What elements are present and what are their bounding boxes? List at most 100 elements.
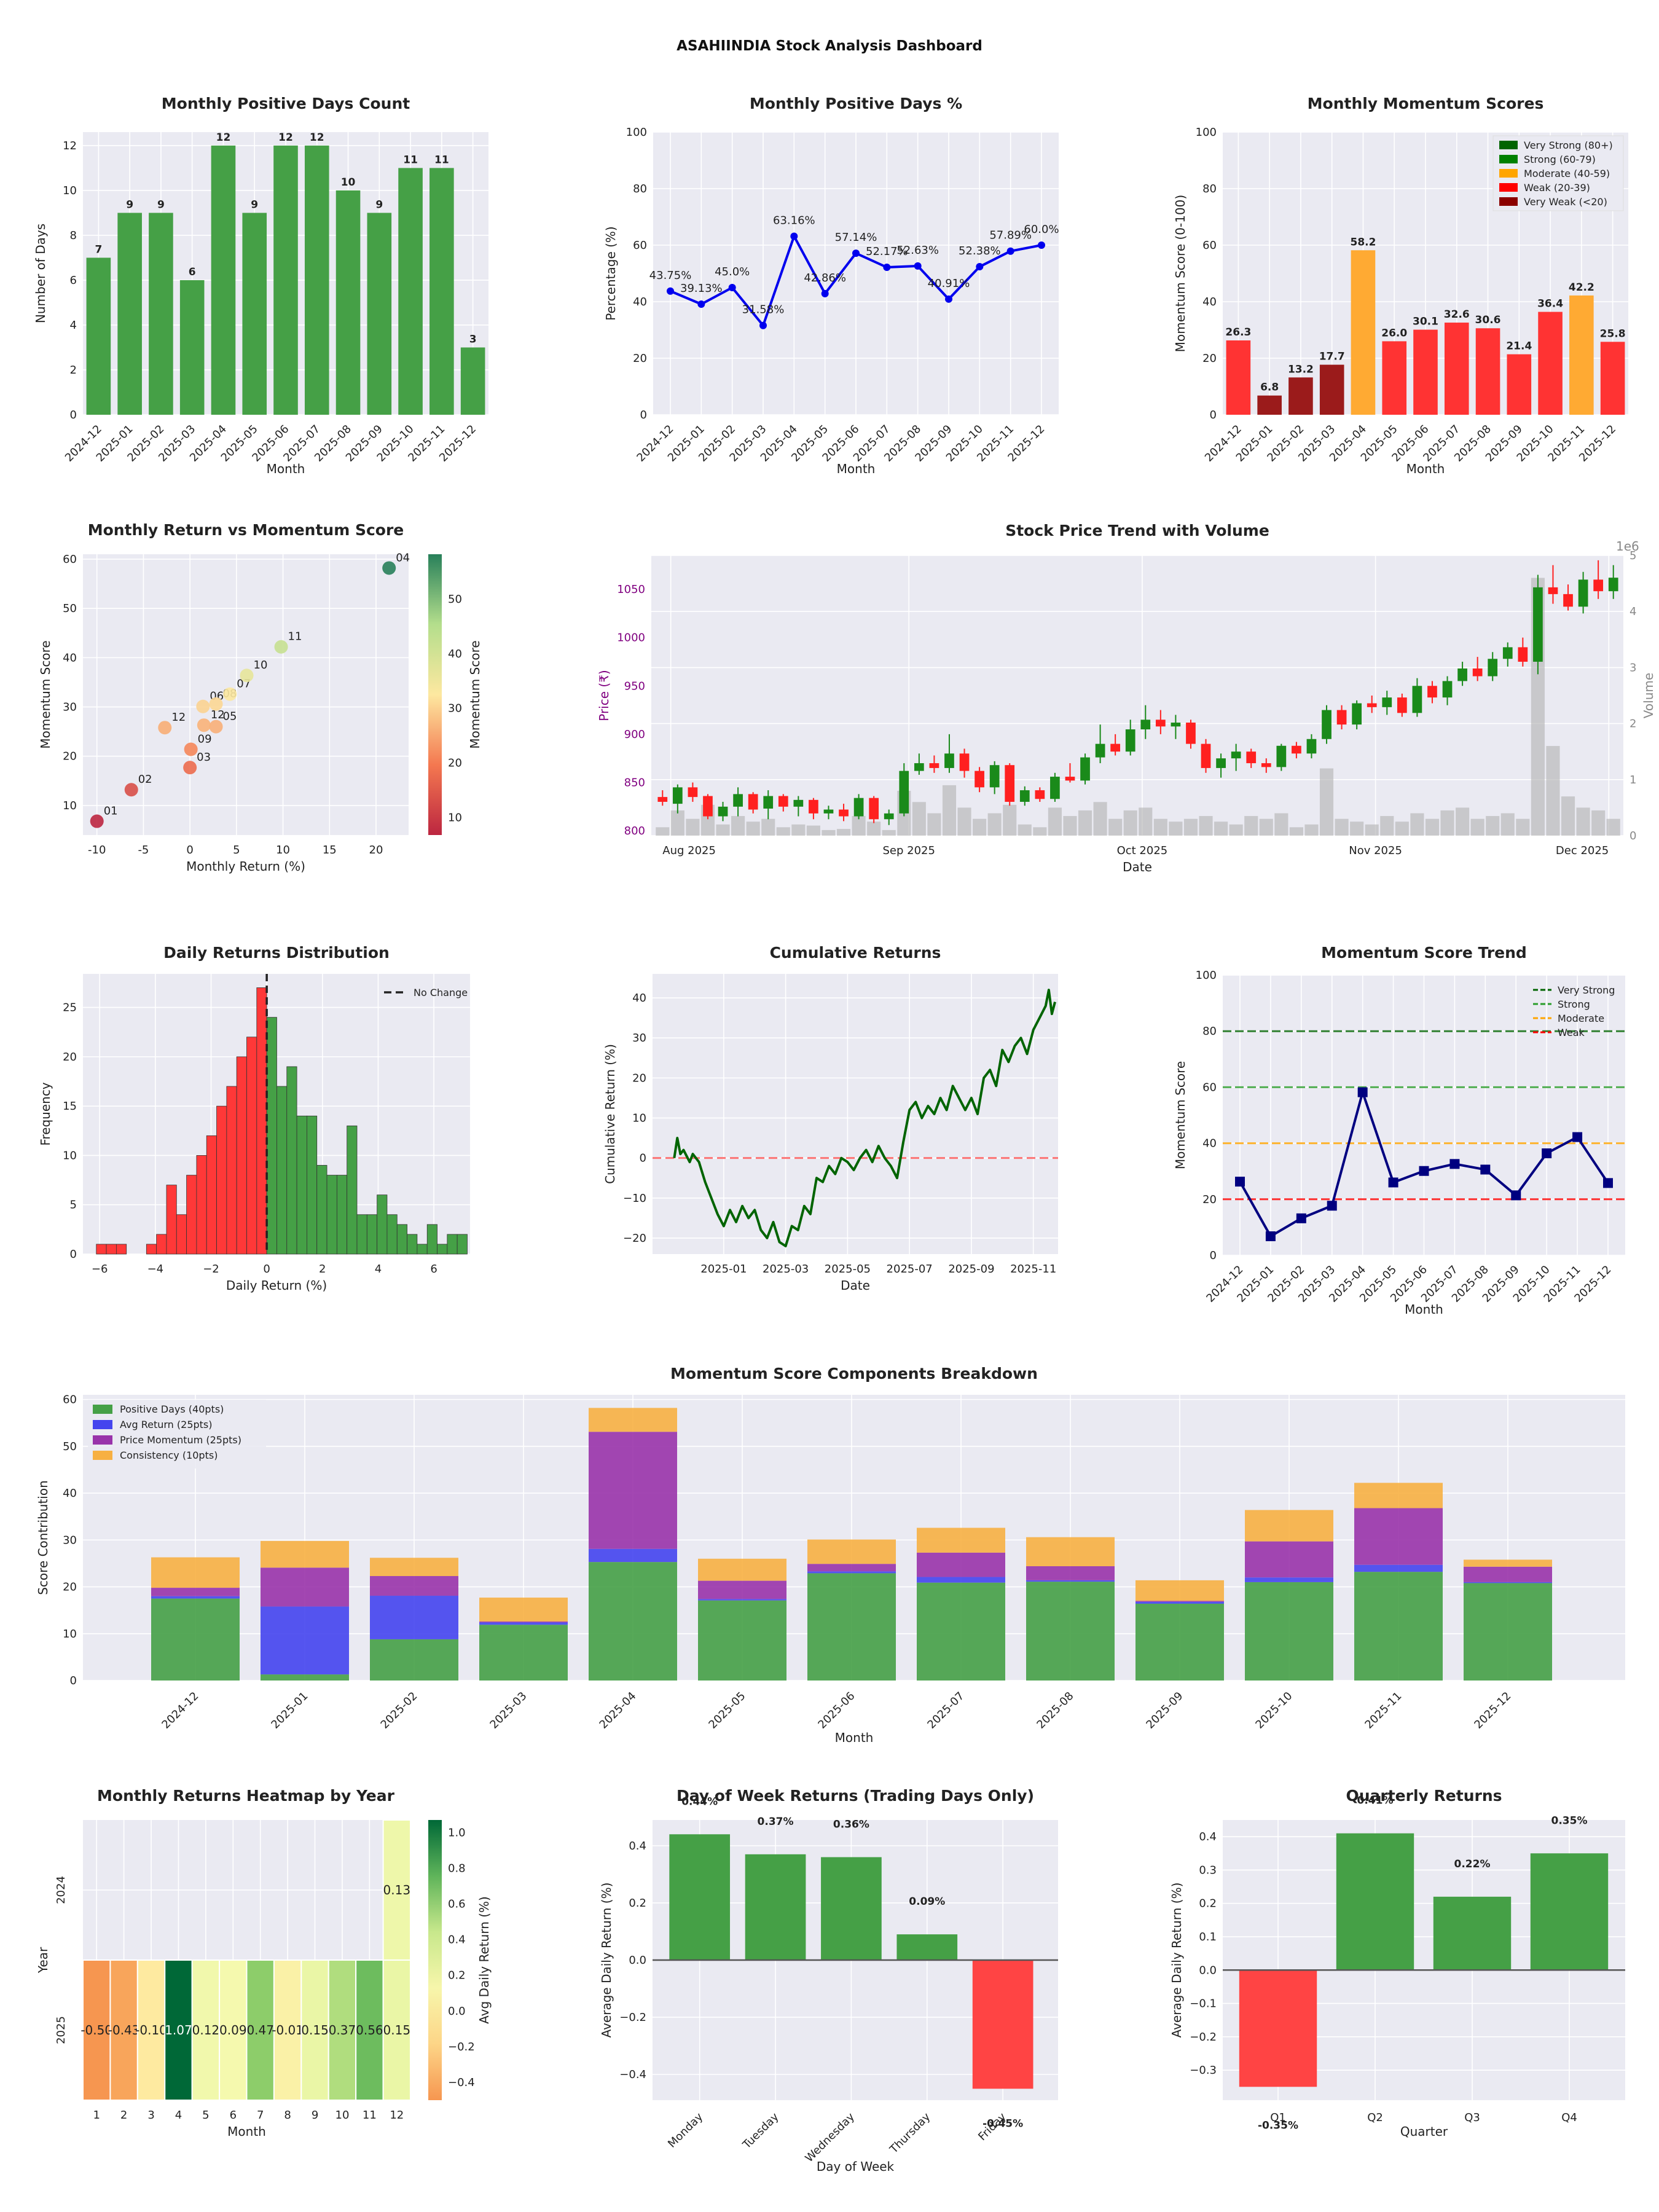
histogram-bar bbox=[206, 1135, 217, 1255]
data-label: 9 bbox=[126, 198, 133, 211]
histogram-bar bbox=[186, 1175, 197, 1255]
bar bbox=[242, 213, 267, 415]
y-tick-label: 5 bbox=[70, 1199, 77, 1212]
volume-bar bbox=[1486, 816, 1500, 836]
histogram-bar bbox=[176, 1214, 187, 1255]
histogram-bar bbox=[116, 1244, 127, 1255]
data-label: 21.4 bbox=[1506, 340, 1532, 353]
bar bbox=[1382, 341, 1407, 415]
candle-body bbox=[1382, 697, 1392, 707]
y2-tick-label: 0 bbox=[1630, 830, 1636, 842]
cell-label: -0.50 bbox=[80, 2023, 112, 2037]
x-tick-label: -5 bbox=[138, 844, 149, 857]
volume-bar bbox=[1516, 818, 1530, 836]
histogram-bar bbox=[437, 1244, 448, 1255]
chart-pos-count: 72024-1292025-0192025-0262025-03122025-0… bbox=[33, 95, 488, 476]
stacked-segment bbox=[261, 1606, 349, 1675]
legend-swatch bbox=[1499, 141, 1518, 149]
x-tick-label: Nov 2025 bbox=[1349, 844, 1402, 857]
volume-bar bbox=[1139, 807, 1153, 836]
colorbar-tick-label: −0.2 bbox=[448, 2041, 475, 2053]
candle-body bbox=[688, 787, 698, 798]
data-label: 0.44% bbox=[681, 1795, 718, 1808]
x-tick-label: 6 bbox=[430, 1263, 437, 1276]
data-point bbox=[821, 289, 829, 297]
x-tick-label: 10 bbox=[276, 844, 290, 857]
volume-bar bbox=[1591, 810, 1606, 836]
heatmap-cell bbox=[382, 1819, 411, 1961]
histogram-bar bbox=[236, 1056, 247, 1255]
scatter-point bbox=[223, 687, 237, 701]
data-label: 42.2 bbox=[1569, 281, 1594, 294]
chart-daily-dist: No Change −6 −4 −2 0 2 4 6 0 5 10 15 20 25 Daily Retur… bbox=[38, 944, 470, 1293]
data-label: 9 bbox=[251, 198, 258, 211]
scatter-point bbox=[274, 640, 288, 654]
volume-bar bbox=[1289, 827, 1303, 836]
legend-label: Weak (20-39) bbox=[1524, 182, 1590, 194]
stacked-segment bbox=[589, 1548, 677, 1563]
volume-bar bbox=[1456, 807, 1470, 836]
y-tick-label: 0.0 bbox=[1199, 1964, 1217, 1977]
bar bbox=[1507, 354, 1532, 415]
data-label: 9 bbox=[157, 198, 165, 211]
point-label: 12 bbox=[211, 708, 225, 721]
volume-bar bbox=[927, 813, 941, 836]
volume-bar bbox=[1500, 813, 1515, 836]
candle-body bbox=[944, 753, 954, 768]
candle-body bbox=[1216, 758, 1226, 768]
x-tick-label: −2 bbox=[203, 1263, 219, 1276]
stacked-segment bbox=[1464, 1582, 1552, 1583]
stacked-segment bbox=[1026, 1580, 1115, 1582]
cell-label: 0.15 bbox=[301, 2023, 329, 2037]
colorbar-tick-label: 1.0 bbox=[448, 1826, 466, 1839]
x-tick-label: 5 bbox=[233, 844, 240, 857]
x-axis-label: Month bbox=[1405, 1302, 1443, 1317]
y-tick-label: 8 bbox=[70, 229, 77, 242]
y-tick-label: 80 bbox=[1202, 182, 1217, 195]
data-marker bbox=[1449, 1159, 1460, 1169]
y-tick-label: 20 bbox=[63, 1581, 77, 1594]
stacked-segment bbox=[1245, 1582, 1333, 1681]
colorbar-label: Avg Daily Return (%) bbox=[477, 1896, 492, 2024]
volume-bar bbox=[1078, 810, 1092, 836]
candle-body bbox=[1276, 745, 1287, 767]
x-tick-label: 2025-07 bbox=[925, 1690, 967, 1732]
y-tick-label: 100 bbox=[1196, 126, 1217, 139]
x-tick-label: 2025-10 bbox=[1253, 1690, 1295, 1732]
scatter-point bbox=[197, 718, 211, 732]
x-tick-label: 2025-11 bbox=[1010, 1263, 1056, 1276]
histogram-bar bbox=[276, 1086, 288, 1255]
candle-body bbox=[839, 809, 849, 817]
x-tick-label: Sep 2025 bbox=[882, 844, 935, 857]
x-tick-label: Wednesday bbox=[802, 2110, 857, 2165]
stacked-segment bbox=[807, 1571, 896, 1574]
cell-label: -0.01 bbox=[272, 2023, 304, 2037]
cell-label: 0.37 bbox=[329, 2023, 356, 2037]
x-tick-label: 2 bbox=[319, 1263, 326, 1276]
heatmap-cell bbox=[191, 1959, 221, 2101]
chart-title: Momentum Score Trend bbox=[1321, 944, 1527, 962]
candle-body bbox=[657, 797, 668, 802]
histogram-bar bbox=[216, 1105, 227, 1255]
candle-body bbox=[1292, 745, 1301, 754]
legend-label: Strong bbox=[1558, 998, 1590, 1010]
candle-body bbox=[1110, 743, 1121, 752]
histogram-bar bbox=[407, 1234, 418, 1255]
candle-body bbox=[989, 765, 1000, 788]
y-tick-label: 20 bbox=[63, 1051, 77, 1064]
x-tick-label: Q1 bbox=[1270, 2111, 1286, 2124]
heatmap-cell bbox=[82, 1959, 111, 2101]
y-tick-label: 2024 bbox=[55, 1876, 68, 1904]
x-tick-label: −6 bbox=[92, 1263, 108, 1276]
volume-bar bbox=[1304, 824, 1319, 836]
x-tick-label: 3 bbox=[147, 2109, 154, 2122]
colorbar-tick-label: 0.0 bbox=[448, 2005, 466, 2018]
x-tick-label: 9 bbox=[312, 2109, 318, 2122]
y-tick-label: 60 bbox=[63, 553, 77, 566]
stacked-segment bbox=[261, 1567, 349, 1607]
legend-swatch bbox=[1499, 169, 1518, 178]
y-tick-label: 10 bbox=[63, 1149, 77, 1162]
cell-label: 1.07 bbox=[165, 2023, 192, 2037]
data-marker bbox=[1511, 1190, 1521, 1201]
volume-bar bbox=[1199, 816, 1213, 836]
